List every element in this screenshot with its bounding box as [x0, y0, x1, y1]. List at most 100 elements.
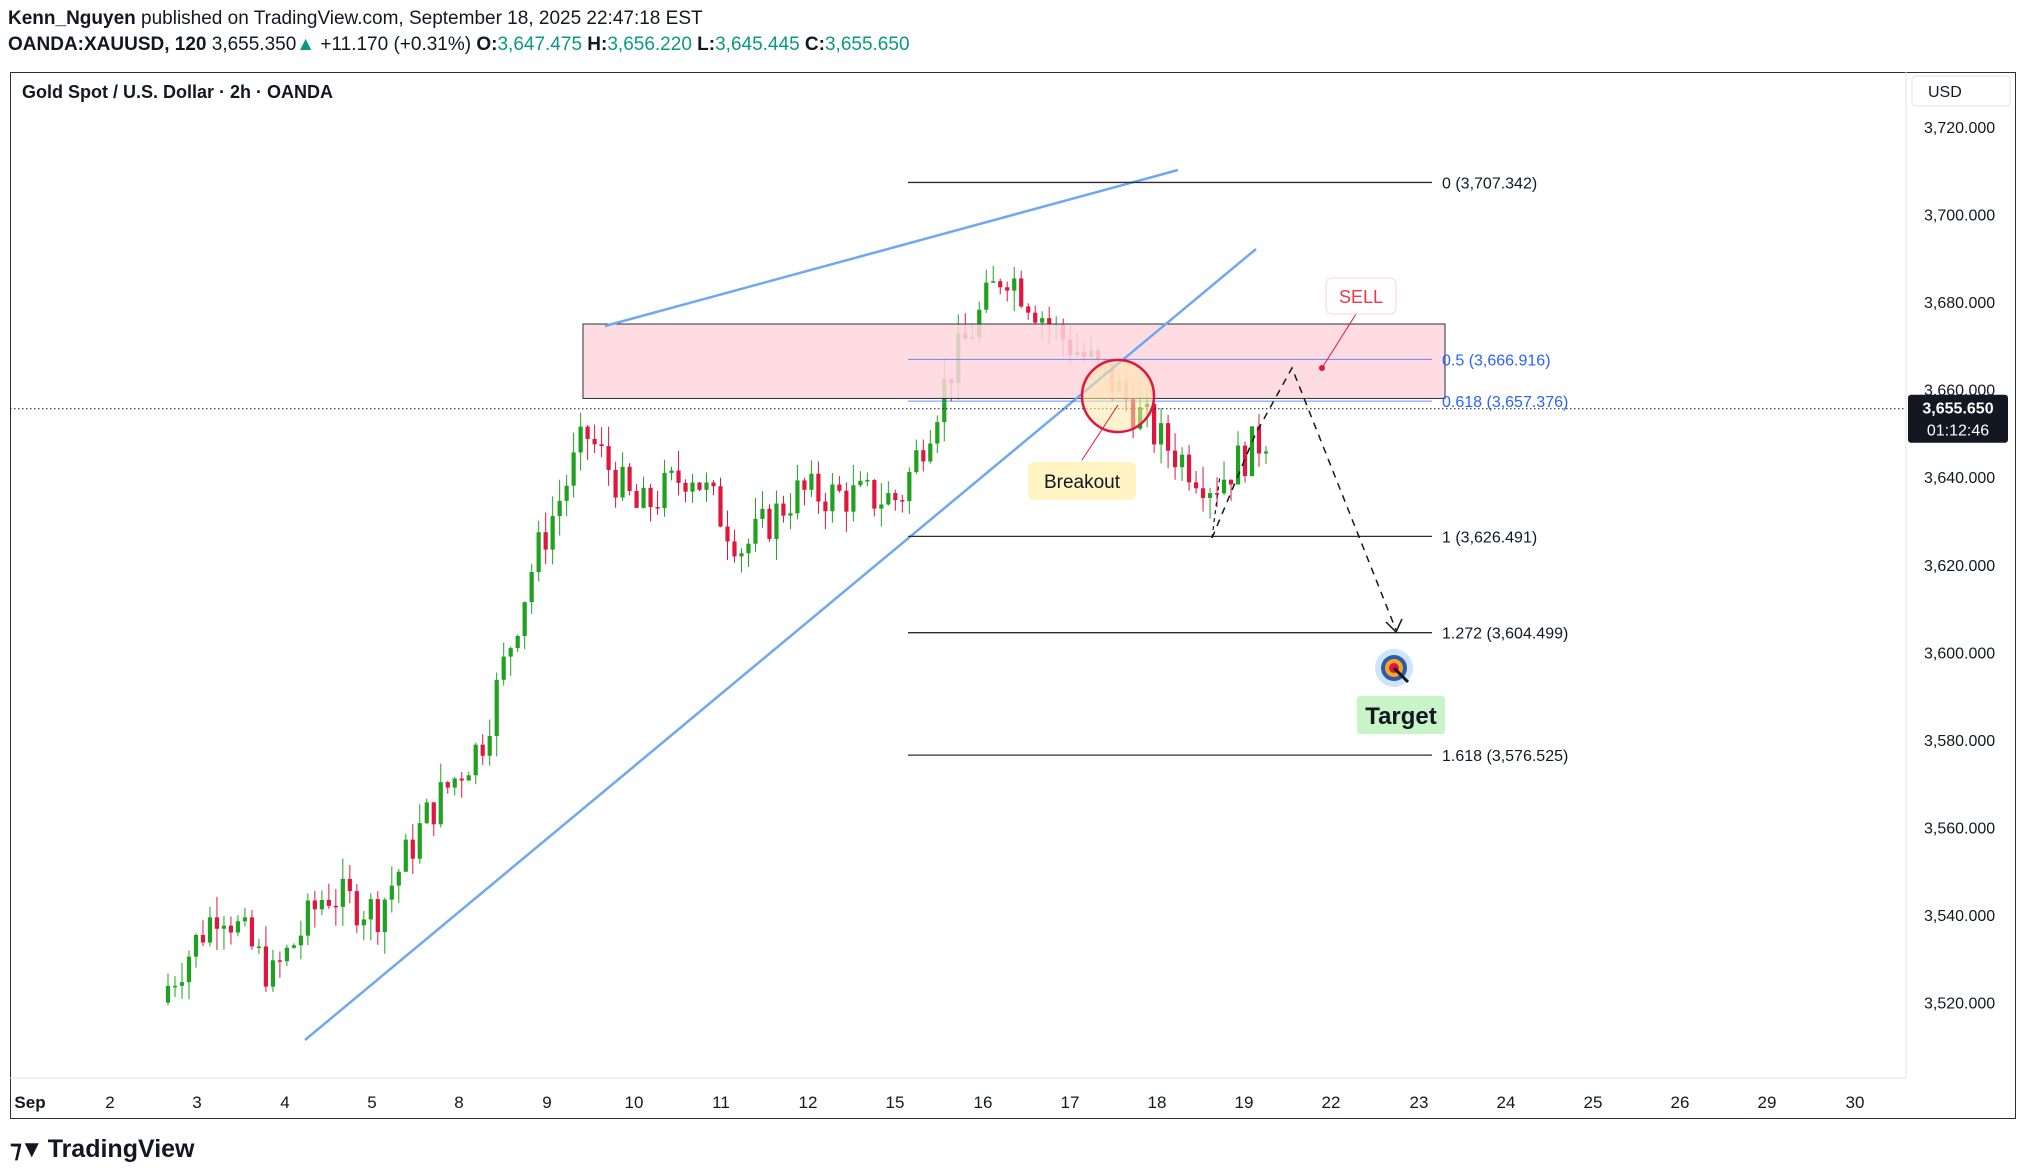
chart-frame[interactable] [10, 72, 2016, 1119]
breakout-label: Breakout [1044, 472, 1121, 493]
candle-body [858, 480, 863, 486]
candle-body [1228, 479, 1234, 485]
candle-body [718, 486, 723, 527]
candle-body [361, 919, 366, 926]
candle-body [662, 472, 667, 509]
tradingview-mark-icon: ⁊▼ [10, 1136, 44, 1163]
countdown-label: 01:12:46 [1927, 423, 1989, 440]
x-tick-label: 8 [454, 1093, 463, 1112]
candle-body [746, 543, 751, 554]
candle-body [1200, 488, 1206, 498]
candle-body [844, 490, 849, 512]
candle-body [228, 925, 234, 933]
x-tick-label: 16 [974, 1093, 993, 1112]
candle-body [368, 899, 373, 920]
quote-line: OANDA:XAUUSD, 120 3,655.350▲ +11.170 (+0… [8, 32, 910, 58]
author-name[interactable]: Kenn_Nguyen [8, 8, 136, 29]
candle-body [340, 878, 345, 907]
candle-body [298, 935, 303, 946]
candle-body [452, 778, 457, 788]
candle-body [781, 503, 786, 516]
candle-body [753, 518, 758, 544]
candle-body [613, 469, 618, 498]
chart-header: Kenn_Nguyen published on TradingView.com… [8, 6, 910, 58]
drawings [10, 168, 1906, 1041]
candle-body [739, 553, 744, 557]
candle-body [438, 782, 443, 825]
candle-body [760, 508, 765, 519]
candle-body [1047, 318, 1052, 325]
candle-body [277, 960, 282, 962]
publisher-line: Kenn_Nguyen published on TradingView.com… [8, 6, 910, 32]
candle-body [389, 885, 394, 900]
candle-body [508, 648, 513, 657]
candle-body [865, 480, 870, 482]
candle-body [550, 516, 555, 550]
candle-body [1249, 426, 1255, 477]
candle-body [445, 782, 450, 788]
high-value: 3,656.220 [607, 34, 692, 55]
breakout-circle [1080, 358, 1156, 434]
candle-body [830, 484, 835, 512]
candle-body [480, 744, 485, 756]
candle-body [1263, 451, 1269, 454]
current-price-badge [1908, 394, 2008, 443]
sell-point [1319, 365, 1325, 371]
upper-trendline [604, 168, 1179, 328]
tradingview-logo[interactable]: ⁊▼ TradingView [10, 1135, 195, 1164]
candle-body [221, 925, 227, 929]
candle-body [809, 473, 814, 490]
candle-body [431, 802, 436, 825]
y-tick-label: 3,720.000 [1924, 120, 1995, 137]
candle-body [529, 572, 534, 603]
candle-body [501, 656, 506, 680]
chart-labels: Gold Spot / U.S. Dollar · 2h · OANDA 0 (3… [22, 82, 1568, 765]
symbol-label: OANDA:XAUUSD, 120 [8, 34, 207, 55]
x-tick-label: 29 [1758, 1093, 1777, 1112]
candle-body [977, 309, 982, 337]
x-tick-label: 10 [625, 1093, 644, 1112]
candle-body [592, 438, 597, 445]
candle-body [606, 446, 611, 470]
close-value: 3,655.650 [824, 34, 910, 55]
x-tick-label: 24 [1497, 1093, 1516, 1112]
candle-body [1019, 278, 1024, 307]
brand-name: TradingView [47, 1135, 195, 1163]
candle-body [732, 541, 737, 557]
candle-body [725, 526, 730, 542]
candle-body [284, 947, 289, 962]
candle-body [256, 946, 262, 948]
x-tick-label: 11 [712, 1093, 730, 1112]
candle-body [942, 378, 947, 423]
x-tick-label: 18 [1148, 1093, 1167, 1112]
candle-body [319, 899, 324, 910]
x-tick-label: 3 [192, 1093, 201, 1112]
candle-body [354, 891, 359, 926]
candle-body [382, 899, 387, 933]
candle-body [900, 500, 905, 502]
candle-body [249, 917, 255, 947]
y-tick-label: 3,540.000 [1924, 908, 1995, 925]
candle-body [823, 501, 828, 512]
y-tick-label: 3,700.000 [1924, 208, 1995, 225]
candle-body [690, 482, 695, 492]
candle-body [459, 778, 464, 781]
candle-body [816, 473, 821, 502]
candle-body [207, 917, 213, 943]
candle-body [333, 905, 338, 908]
x-tick-label: 26 [1671, 1093, 1690, 1112]
candle-body [641, 487, 646, 508]
candle-body [886, 493, 891, 505]
candle-body [291, 945, 296, 948]
candle-body [326, 899, 331, 906]
x-tick-label: 9 [542, 1093, 551, 1112]
candle-body [1235, 445, 1241, 485]
candle-body [676, 470, 681, 483]
y-tick-label: 3,520.000 [1924, 996, 1995, 1013]
candle-body [473, 744, 478, 776]
candle-body [1172, 450, 1178, 468]
candle-body [683, 482, 688, 492]
candle-body [494, 679, 499, 736]
candle-body [235, 921, 241, 933]
